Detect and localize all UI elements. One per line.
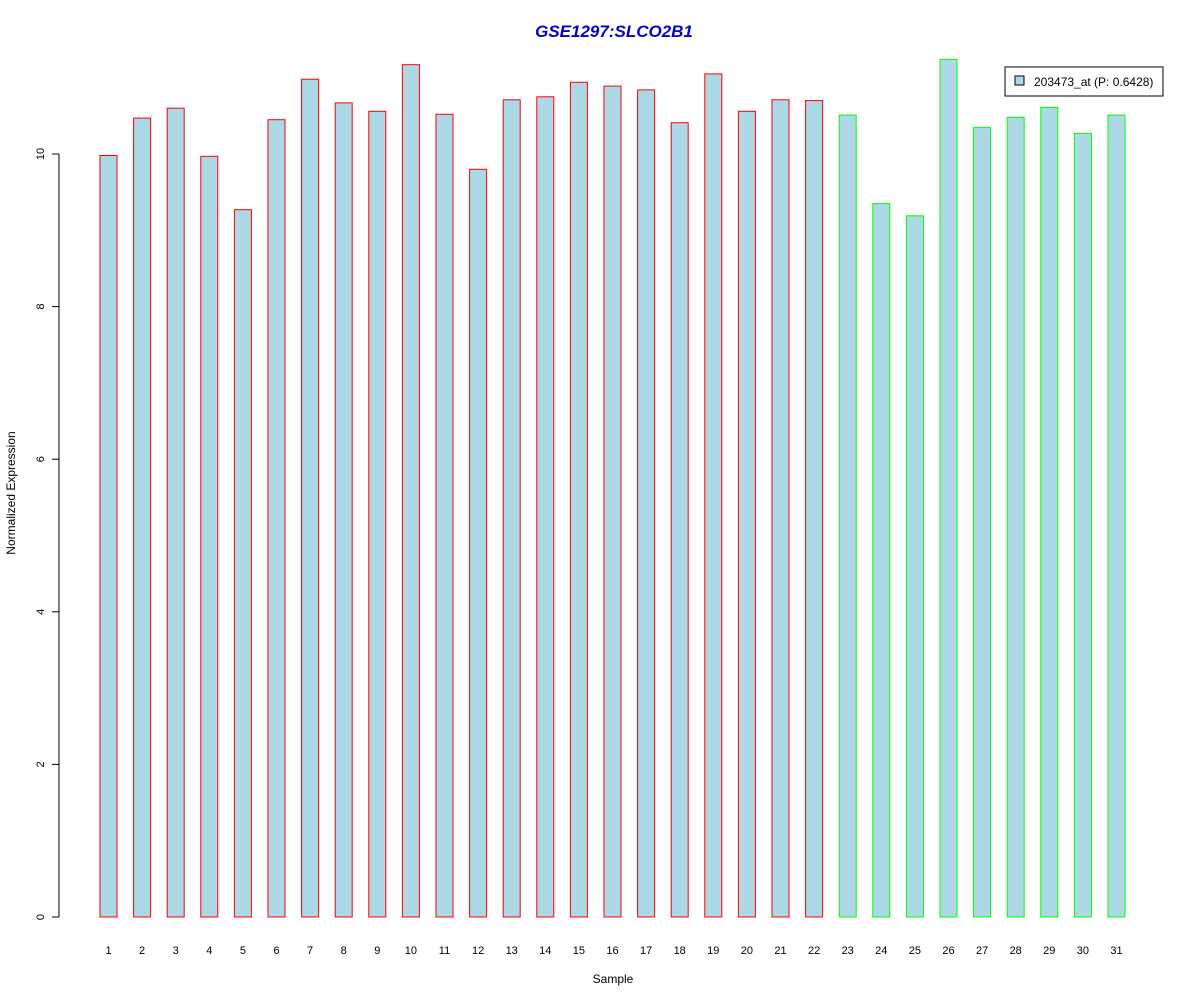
x-tick-label: 5	[240, 945, 246, 957]
bar-sample-8	[334, 102, 353, 918]
bar-sample-19	[704, 73, 723, 918]
x-tick-label: 21	[774, 945, 786, 957]
bar-sample-9	[368, 110, 387, 918]
bar-sample-1	[99, 155, 118, 918]
x-tick-label: 8	[341, 945, 347, 957]
bar-sample-5	[233, 209, 252, 918]
x-tick-label: 24	[875, 945, 887, 957]
x-tick-label: 20	[741, 945, 753, 957]
bar-sample-15	[569, 81, 588, 918]
x-tick-label: 19	[707, 945, 719, 957]
x-tick-label: 30	[1077, 945, 1089, 957]
bar-sample-27	[973, 126, 992, 918]
x-tick-label: 23	[842, 945, 854, 957]
x-tick-label: 1	[105, 945, 111, 957]
bar-sample-30	[1073, 132, 1092, 918]
bar-sample-13	[502, 99, 521, 918]
x-tick-label: 12	[472, 945, 484, 957]
x-tick-label: 26	[942, 945, 954, 957]
bar-sample-12	[469, 168, 488, 918]
x-tick-label: 3	[173, 945, 179, 957]
y-tick-label: 8	[35, 304, 47, 310]
chart-title: GSE1297:SLCO2B1	[535, 22, 693, 41]
x-tick-label: 17	[640, 945, 652, 957]
x-tick-label: 25	[909, 945, 921, 957]
bar-sample-23	[838, 114, 857, 918]
bar-sample-31	[1107, 114, 1126, 918]
y-tick-label: 0	[35, 914, 47, 920]
x-tick-label: 31	[1110, 945, 1122, 957]
y-tick-label: 10	[35, 148, 47, 160]
bar-sample-14	[536, 96, 555, 918]
x-tick-label: 14	[539, 945, 551, 957]
y-tick-label: 4	[35, 609, 47, 615]
bar-sample-22	[805, 100, 824, 918]
bar-sample-11	[435, 113, 454, 918]
bars-group	[99, 58, 1126, 918]
bar-sample-21	[771, 99, 790, 918]
bar-sample-2	[133, 117, 152, 918]
bar-sample-16	[603, 85, 622, 918]
x-tick-label: 4	[206, 945, 212, 957]
x-tick-label: 22	[808, 945, 820, 957]
legend: 203473_at (P: 0.6428)	[1004, 66, 1164, 97]
x-tick-label: 29	[1043, 945, 1055, 957]
bar-sample-7	[301, 78, 320, 918]
y-tick-label: 6	[35, 456, 47, 462]
bar-sample-10	[401, 64, 420, 918]
bar-sample-18	[670, 122, 689, 918]
y-axis-label: Normalized Expression	[4, 431, 18, 554]
bar-sample-6	[267, 119, 286, 918]
bar-sample-29	[1040, 107, 1059, 918]
bar-sample-28	[1006, 116, 1025, 918]
x-tick-label: 15	[573, 945, 585, 957]
x-tick-label: 9	[374, 945, 380, 957]
x-tick-label: 28	[1010, 945, 1022, 957]
x-tick-label: 11	[439, 945, 450, 957]
x-tick-label: 27	[976, 945, 988, 957]
bar-sample-4	[200, 155, 219, 918]
x-tick-label: 10	[405, 945, 417, 957]
legend-label: 203473_at (P: 0.6428)	[1034, 75, 1153, 89]
x-axis-label: Sample	[593, 972, 634, 986]
bar-sample-3	[166, 107, 185, 918]
legend-swatch	[1014, 75, 1025, 86]
y-tick-label: 2	[35, 761, 47, 767]
x-tick-label: 13	[506, 945, 518, 957]
y-axis: 0 2 4 6 8 10	[35, 148, 60, 920]
x-tick-label: 16	[606, 945, 618, 957]
x-tick-label: 18	[674, 945, 686, 957]
bar-sample-17	[637, 89, 656, 918]
x-tick-label: 7	[307, 945, 313, 957]
x-tick-labels: 1 2 3 4 5 6 7 8 9 10 11 12 13 14 15 16 17 18 19 20 21 22 23 24 2…	[105, 945, 1122, 957]
x-tick-label: 6	[273, 945, 279, 957]
bar-sample-26	[939, 58, 958, 918]
x-tick-label: 2	[139, 945, 145, 957]
bar-sample-24	[872, 203, 891, 918]
bar-sample-20	[737, 110, 756, 918]
legend-box	[1004, 66, 1164, 97]
bar-sample-25	[905, 215, 924, 918]
